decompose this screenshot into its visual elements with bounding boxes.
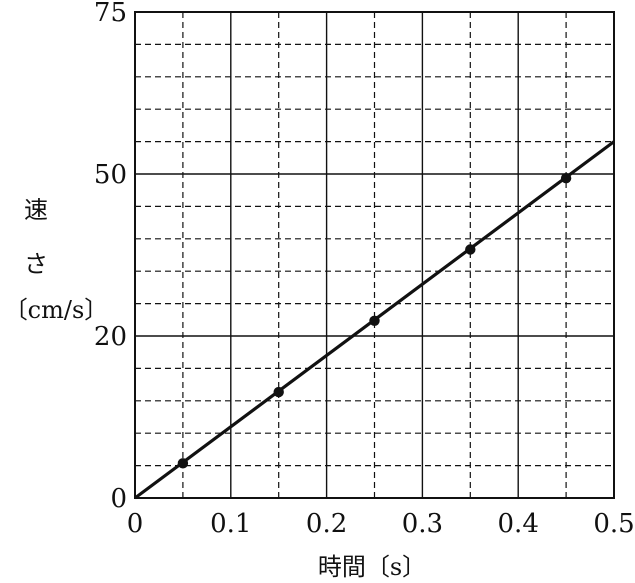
x-tick-label: 0.4	[498, 509, 539, 539]
data-point	[273, 386, 284, 398]
y-axis-title-line-2: さ	[24, 250, 48, 278]
plot-frame	[134, 11, 615, 499]
x-axis-title: 時間〔s〕	[318, 553, 426, 581]
y-tick-label: 75	[94, 0, 127, 28]
plot-border	[134, 11, 615, 499]
y-tick-label: 20	[94, 322, 127, 352]
x-tick-label: 0.5	[593, 509, 634, 539]
x-tick-label: 0.3	[402, 509, 443, 539]
x-tick-label: 0	[127, 509, 144, 539]
y-tick-label: 0	[110, 484, 127, 514]
y-axis-title-line-3: 〔cm/s〕	[4, 296, 109, 324]
x-tick-label: 0.2	[306, 509, 347, 539]
y-axis-title-line-1: 速	[24, 196, 48, 224]
data-point	[560, 173, 572, 184]
y-tick-label: 50	[94, 160, 127, 190]
data-point	[369, 315, 380, 326]
data-point	[177, 458, 189, 469]
data-layer	[134, 140, 615, 500]
x-tick-label: 0.1	[210, 509, 251, 539]
data-point	[465, 244, 476, 255]
grid	[135, 12, 614, 498]
tick-labels: 0 0.1 0.2 0.3 0.4 0.5 0 20 50 75	[94, 0, 635, 539]
